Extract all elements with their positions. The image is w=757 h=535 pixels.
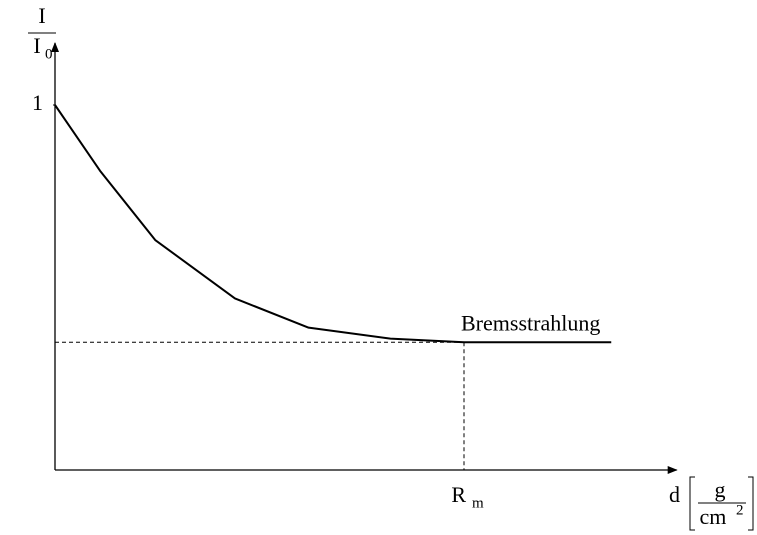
- x-label-unit-denominator: cm: [700, 504, 727, 529]
- y-label-numerator: I: [38, 3, 45, 28]
- y-label-subscript: 0: [45, 46, 53, 62]
- y-tick-label: 1: [32, 90, 43, 115]
- x-label-symbol: d: [669, 482, 680, 507]
- x-label-unit-numerator: g: [715, 477, 726, 502]
- line-series: [54, 104, 612, 344]
- x-label-unit-exponent: 2: [736, 502, 744, 518]
- range-marker-label: R: [451, 482, 466, 507]
- x-label-bracket: [689, 476, 754, 531]
- bremsstrahlung-label: Bremsstrahlung: [461, 310, 600, 335]
- range-marker-subscript: m: [472, 495, 484, 511]
- y-label-denominator: I: [33, 33, 40, 58]
